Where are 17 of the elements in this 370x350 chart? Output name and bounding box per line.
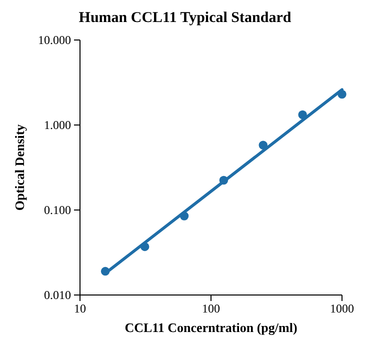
point <box>219 176 228 185</box>
x-tick-label: 10 <box>74 302 86 316</box>
point <box>338 90 346 99</box>
point <box>298 110 307 120</box>
y-tick-label: 10.000 <box>38 32 71 47</box>
point <box>180 212 189 220</box>
y-tick-label: 0.010 <box>44 288 71 302</box>
point <box>258 140 268 150</box>
x-tick-label: 100 <box>202 302 220 316</box>
y-tick-label: 0.100 <box>44 202 71 217</box>
y-tick-label: 1.000 <box>44 118 71 132</box>
x-tick-label: 1000 <box>330 302 354 316</box>
point <box>100 266 110 276</box>
y-axis-title: Optical Density <box>12 124 27 211</box>
x-axis-title: CCL11 Concerntration (pg/ml) <box>124 320 298 335</box>
point <box>140 242 150 252</box>
chart-title: Human CCL11 Typical Standard <box>78 10 292 26</box>
